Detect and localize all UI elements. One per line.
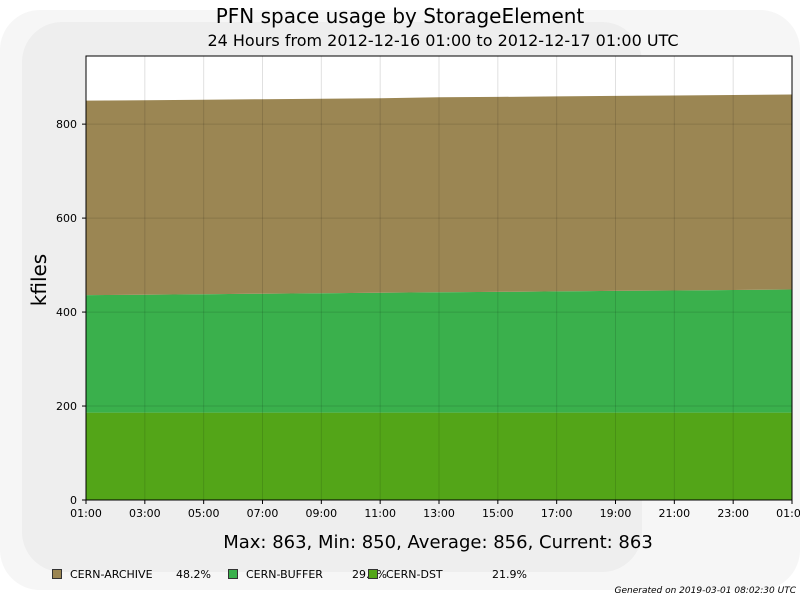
x-tick-label: 15:00	[482, 507, 514, 520]
x-tick-label: 23:00	[717, 507, 749, 520]
plot-area	[86, 56, 792, 500]
x-tick-label: 05:00	[188, 507, 220, 520]
legend-swatch	[52, 569, 62, 579]
legend-item-cern-buffer: CERN-BUFFER 29.9%	[228, 567, 387, 581]
y-tick-label: 800	[56, 118, 77, 131]
area-cern-buffer	[86, 289, 792, 413]
legend-item-cern-dst: CERN-DST 21.9%	[368, 568, 544, 581]
y-axis-label: kfiles	[27, 253, 51, 307]
x-tick-label: 19:00	[600, 507, 632, 520]
x-tick-label: 17:00	[541, 507, 573, 520]
legend-swatch	[368, 569, 378, 579]
legend-percent: 29.9%	[352, 568, 387, 581]
legend-label: CERN-DST	[386, 567, 443, 581]
chart-subtitle: 24 Hours from 2012-12-16 01:00 to 2012-1…	[207, 31, 679, 50]
generated-timestamp: Generated on 2019-03-01 08:02:30 UTC	[614, 586, 797, 596]
stats-line: Max: 863, Min: 850, Average: 856, Curren…	[223, 532, 653, 553]
chart-title: PFN space usage by StorageElement	[215, 4, 585, 28]
legend: CERN-ARCHIVE 48.2% CERN-BUFFER 29.9% CER…	[52, 567, 544, 581]
legend-item-cern-archive: CERN-ARCHIVE 48.2%	[52, 568, 228, 581]
axes	[82, 55, 793, 504]
y-tick-label: 0	[70, 494, 77, 507]
legend-percent: 48.2%	[176, 567, 211, 581]
x-tick-label: 21:00	[658, 507, 690, 520]
legend-label: CERN-ARCHIVE	[70, 567, 153, 581]
x-tick-label: 07:00	[247, 507, 279, 520]
x-tick-label: 01:00	[776, 507, 800, 520]
x-tick-label: 11:00	[364, 507, 396, 520]
x-tick-label: 09:00	[305, 507, 337, 520]
y-tick-label: 400	[56, 306, 77, 319]
y-tick-labels: 0 200 400 600 800	[56, 118, 77, 507]
area-cern-dst	[86, 412, 792, 500]
legend-label: CERN-BUFFER	[246, 567, 323, 581]
area-cern-archive	[86, 94, 792, 296]
y-tick-label: 200	[56, 400, 77, 413]
x-tick-label: 03:00	[129, 507, 161, 520]
legend-swatch	[228, 569, 238, 579]
x-tick-labels: 01:00 03:00 05:00 07:00 09:00 11:00 13:00 15:00…	[70, 507, 800, 520]
grid	[86, 56, 792, 500]
x-tick-label: 01:00	[70, 507, 102, 520]
legend-percent: 21.9%	[492, 567, 527, 581]
x-tick-label: 13:00	[423, 507, 455, 520]
y-tick-label: 600	[56, 212, 77, 225]
